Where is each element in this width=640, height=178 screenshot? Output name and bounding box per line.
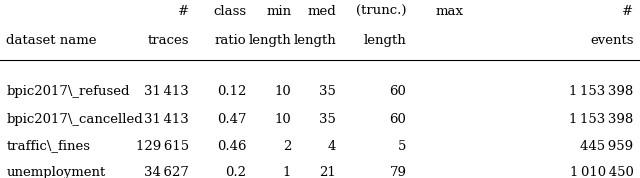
Text: 0.47: 0.47 (217, 113, 246, 126)
Text: 31 413: 31 413 (144, 85, 189, 98)
Text: 31 413: 31 413 (144, 113, 189, 126)
Text: (trunc.): (trunc.) (356, 5, 406, 18)
Text: bpic2017\_refused: bpic2017\_refused (6, 85, 130, 98)
Text: bpic2017\_cancelled: bpic2017\_cancelled (6, 113, 143, 126)
Text: 2: 2 (283, 140, 291, 153)
Text: 35: 35 (319, 85, 336, 98)
Text: med: med (307, 5, 336, 18)
Text: traces: traces (147, 35, 189, 48)
Text: 10: 10 (275, 113, 291, 126)
Text: 21: 21 (319, 166, 336, 178)
Text: 79: 79 (389, 166, 406, 178)
Text: 1 010 450: 1 010 450 (570, 166, 634, 178)
Text: 60: 60 (390, 85, 406, 98)
Text: #: # (178, 5, 189, 18)
Text: 4: 4 (328, 140, 336, 153)
Text: #: # (623, 5, 634, 18)
Text: 1: 1 (283, 166, 291, 178)
Text: max: max (436, 5, 464, 18)
Text: 0.12: 0.12 (217, 85, 246, 98)
Text: 445 959: 445 959 (580, 140, 634, 153)
Text: class: class (213, 5, 246, 18)
Text: 0.2: 0.2 (225, 166, 246, 178)
Text: traffic\_fines: traffic\_fines (6, 140, 90, 153)
Text: 35: 35 (319, 113, 336, 126)
Text: dataset name: dataset name (6, 35, 97, 48)
Text: 1 153 398: 1 153 398 (570, 113, 634, 126)
Text: 129 615: 129 615 (136, 140, 189, 153)
Text: 5: 5 (398, 140, 406, 153)
Text: length: length (248, 35, 291, 48)
Text: 1 153 398: 1 153 398 (570, 85, 634, 98)
Text: ratio: ratio (215, 35, 246, 48)
Text: unemployment: unemployment (6, 166, 106, 178)
Text: 10: 10 (275, 85, 291, 98)
Text: length: length (364, 35, 406, 48)
Text: 34 627: 34 627 (144, 166, 189, 178)
Text: length: length (293, 35, 336, 48)
Text: events: events (590, 35, 634, 48)
Text: 0.46: 0.46 (217, 140, 246, 153)
Text: min: min (266, 5, 291, 18)
Text: 60: 60 (390, 113, 406, 126)
